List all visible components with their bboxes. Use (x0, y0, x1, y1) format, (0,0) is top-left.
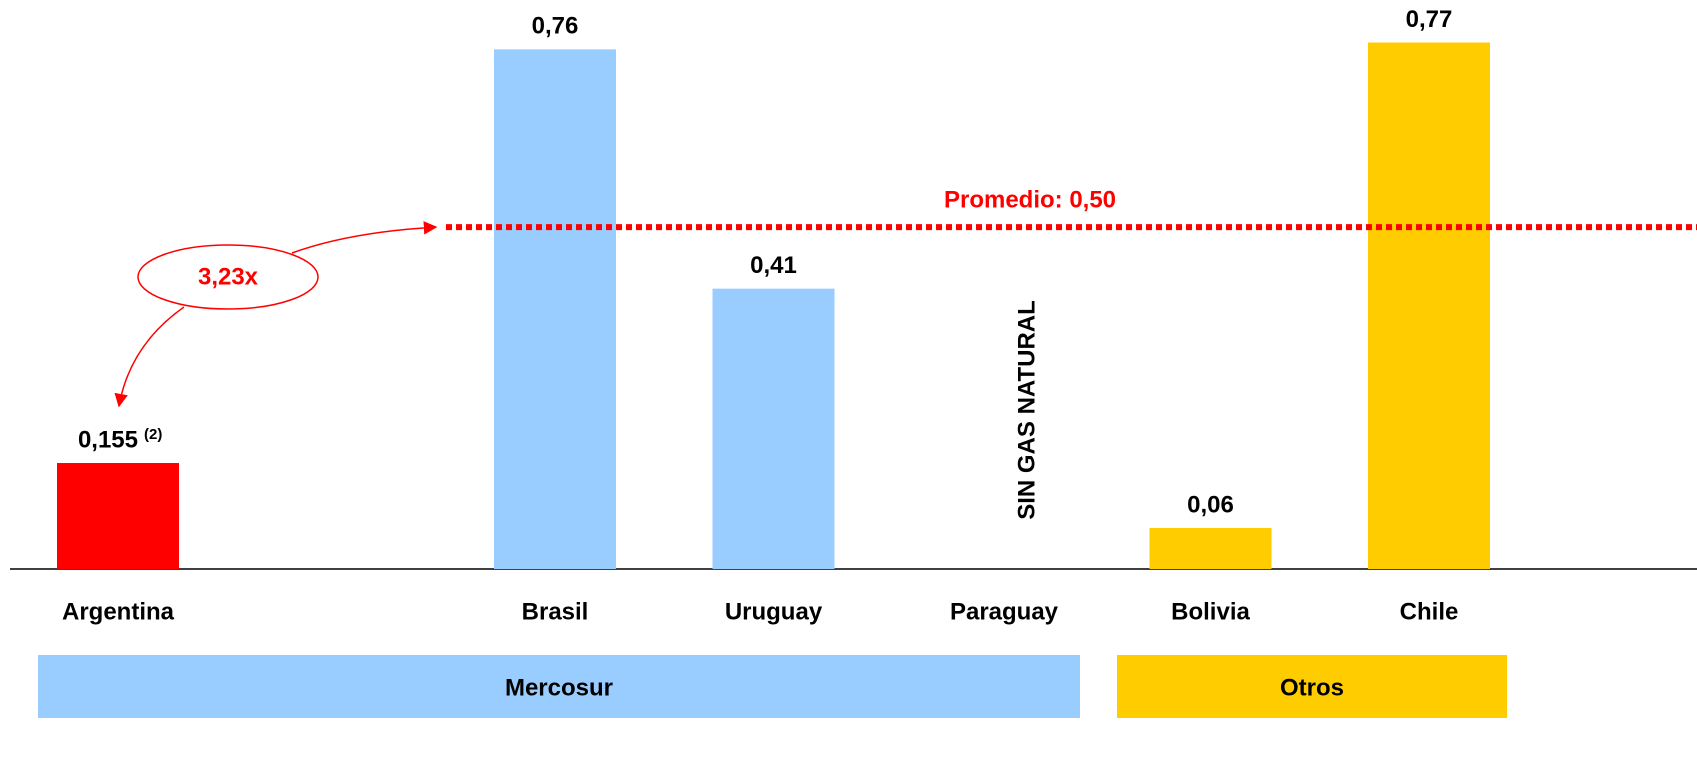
ratio-ellipse (137, 244, 319, 310)
average-label: Promedio: 0,50 (944, 186, 1116, 213)
x-tick-label: Paraguay (950, 598, 1059, 625)
group-band (38, 655, 1080, 718)
group-label: Mercosur (505, 674, 613, 701)
bar (1368, 42, 1490, 569)
bar (494, 49, 616, 570)
x-tick-label: Argentina (62, 598, 175, 625)
bar (57, 463, 179, 569)
no-data-annotation: SIN GAS NATURAL (1013, 300, 1040, 520)
x-tick-label: Chile (1400, 598, 1459, 625)
value-label: 0,76 (532, 13, 579, 40)
value-label: 0,155 (78, 426, 138, 453)
arrow-down (114, 306, 185, 408)
x-tick-label: Uruguay (725, 598, 823, 625)
bar (1149, 527, 1272, 569)
group-label: Otros (1280, 674, 1344, 701)
value-label: 0,06 (1187, 491, 1234, 518)
bar (712, 288, 835, 569)
arrow-up (291, 221, 438, 254)
x-tick-label: Brasil (522, 598, 589, 625)
value-label-note: (2) (144, 426, 162, 443)
group-band (1117, 655, 1507, 718)
ratio-annotation: 3,23x (198, 263, 259, 290)
value-label: 0,41 (750, 252, 797, 279)
x-tick-label: Bolivia (1171, 598, 1250, 625)
value-label: 0,77 (1406, 6, 1453, 33)
